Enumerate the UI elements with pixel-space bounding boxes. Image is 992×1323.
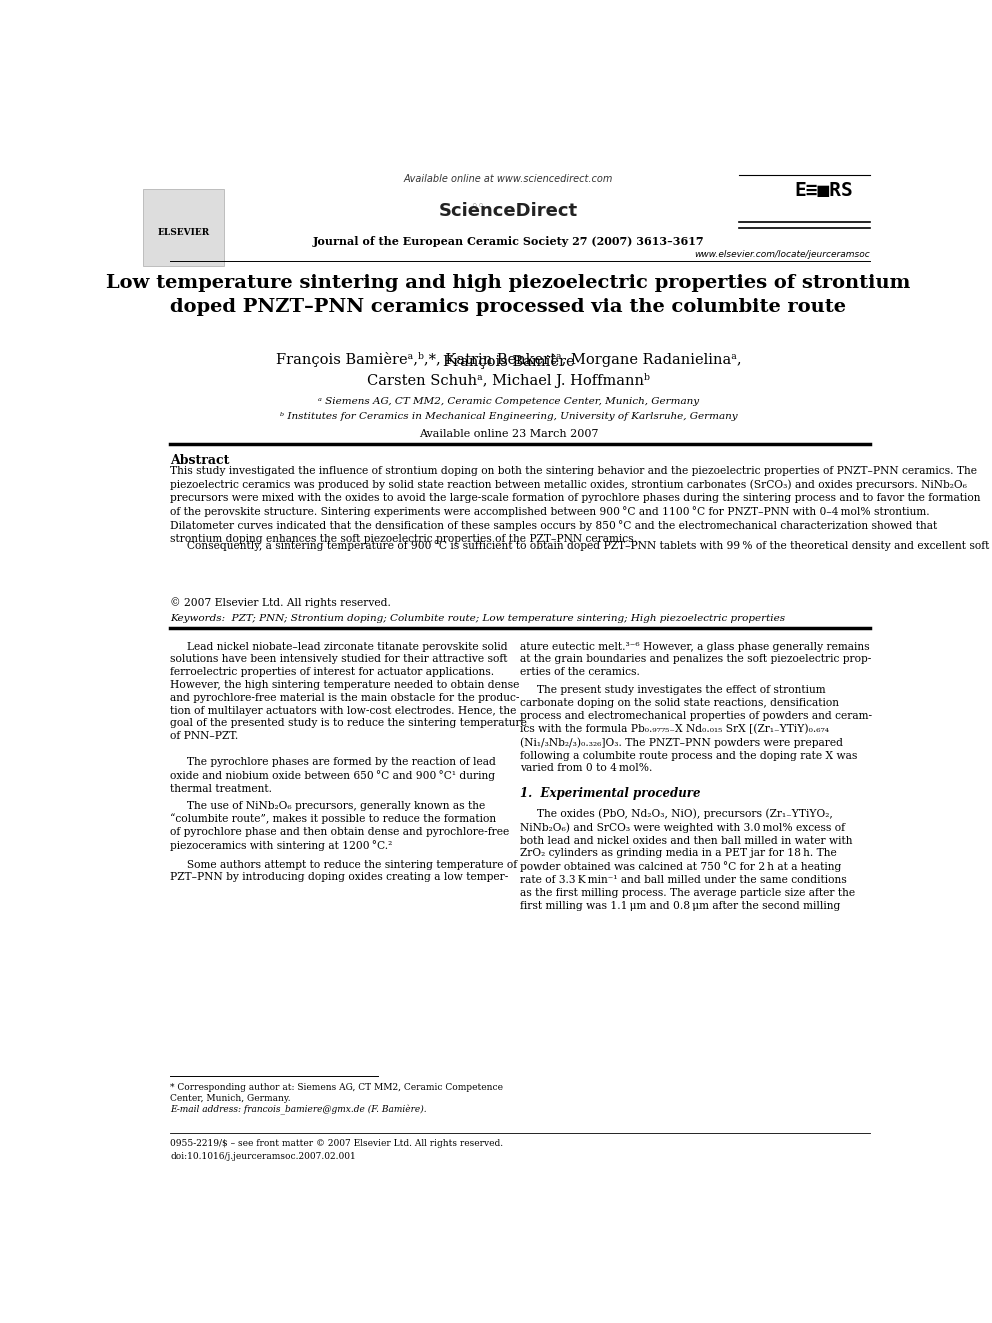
Text: Carsten Schuhᵃ, Michael J. Hoffmannᵇ: Carsten Schuhᵃ, Michael J. Hoffmannᵇ — [367, 373, 650, 388]
Text: Available online 23 March 2007: Available online 23 March 2007 — [419, 429, 598, 439]
Text: Abstract: Abstract — [171, 454, 229, 467]
Text: Lead nickel niobate–lead zirconate titanate perovskite solid
solutions have been: Lead nickel niobate–lead zirconate titan… — [171, 642, 527, 741]
Text: Low temperature sintering and high piezoelectric properties of strontium
doped P: Low temperature sintering and high piezo… — [106, 274, 911, 316]
Text: Some authors attempt to reduce the sintering temperature of
PZT–PNN by introduci: Some authors attempt to reduce the sinte… — [171, 860, 517, 882]
Text: The use of NiNb₂O₆ precursors, generally known as the
“columbite route”, makes i: The use of NiNb₂O₆ precursors, generally… — [171, 800, 509, 851]
Text: © 2007 Elsevier Ltd. All rights reserved.: © 2007 Elsevier Ltd. All rights reserved… — [171, 597, 391, 607]
Text: * Corresponding author at: Siemens AG, CT MM2, Ceramic Competence
Center, Munich: * Corresponding author at: Siemens AG, C… — [171, 1082, 503, 1103]
Text: ScienceDirect: ScienceDirect — [438, 201, 578, 220]
Text: ature eutectic melt.³⁻⁶ However, a glass phase generally remains
at the grain bo: ature eutectic melt.³⁻⁶ However, a glass… — [520, 642, 871, 677]
Text: François Bamière: François Bamière — [442, 355, 574, 369]
Text: Available online at www.sciencedirect.com: Available online at www.sciencedirect.co… — [404, 175, 613, 184]
Text: 1.  Experimental procedure: 1. Experimental procedure — [520, 787, 700, 800]
Text: ◦◦: ◦◦ — [470, 200, 485, 213]
Text: E-mail address: francois_bamiere@gmx.de (F. Bamière).: E-mail address: francois_bamiere@gmx.de … — [171, 1105, 427, 1115]
Text: The present study investigates the effect of strontium
carbonate doping on the s: The present study investigates the effec… — [520, 685, 872, 774]
Text: Consequently, a sintering temperature of 900 °C is sufficient to obtain doped PZ: Consequently, a sintering temperature of… — [171, 540, 992, 550]
Text: ᵇ Institutes for Ceramics in Mechanical Engineering, University of Karlsruhe, Ge: ᵇ Institutes for Ceramics in Mechanical … — [280, 413, 737, 422]
Text: Keywords:  PZT; PNN; Strontium doping; Columbite route; Low temperature sinterin: Keywords: PZT; PNN; Strontium doping; Co… — [171, 614, 786, 623]
Text: Journal of the European Ceramic Society 27 (2007) 3613–3617: Journal of the European Ceramic Society … — [312, 237, 704, 247]
Text: François Bamièreᵃ,ᵇ,*, Katrin Benkertᵃ, Morgane Radanielinaᵃ,: François Bamièreᵃ,ᵇ,*, Katrin Benkertᵃ, … — [276, 352, 741, 368]
Text: The pyrochlore phases are formed by the reaction of lead
oxide and niobium oxide: The pyrochlore phases are formed by the … — [171, 757, 496, 794]
Text: 0955-2219/$ – see front matter © 2007 Elsevier Ltd. All rights reserved.: 0955-2219/$ – see front matter © 2007 El… — [171, 1139, 503, 1148]
Text: This study investigated the influence of strontium doping on both the sintering : This study investigated the influence of… — [171, 467, 981, 544]
Text: www.elsevier.com/locate/jeurceramsoc: www.elsevier.com/locate/jeurceramsoc — [694, 250, 870, 259]
Text: The oxides (PbO, Nd₂O₃, NiO), precursors (Zr₁₋YTiYO₂,
NiNb₂O₆) and SrCO₃ were we: The oxides (PbO, Nd₂O₃, NiO), precursors… — [520, 808, 855, 910]
FancyBboxPatch shape — [143, 189, 224, 266]
Text: E≡■RS: E≡■RS — [795, 181, 853, 200]
Text: ELSEVIER: ELSEVIER — [157, 228, 209, 237]
Text: ᵃ Siemens AG, CT MM2, Ceramic Competence Center, Munich, Germany: ᵃ Siemens AG, CT MM2, Ceramic Competence… — [317, 397, 699, 406]
Text: doi:10.1016/j.jeurceramsoc.2007.02.001: doi:10.1016/j.jeurceramsoc.2007.02.001 — [171, 1152, 356, 1162]
